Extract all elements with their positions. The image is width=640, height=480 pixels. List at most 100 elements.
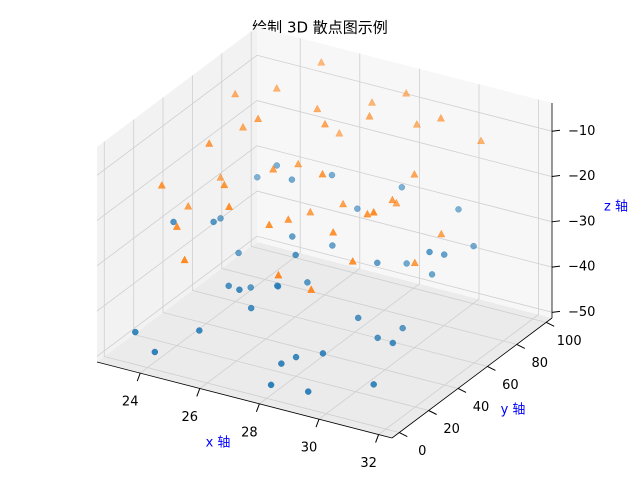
point: [236, 286, 243, 294]
y-tick: [457, 388, 467, 393]
point: [402, 88, 411, 97]
point: [329, 227, 338, 236]
grid-line: [191, 75, 488, 367]
point: [220, 180, 229, 189]
point: [329, 242, 336, 249]
z-tick: [551, 129, 561, 132]
y-tick: [487, 365, 496, 371]
y-tick: [428, 410, 437, 415]
point: [216, 173, 225, 181]
point: [365, 111, 374, 120]
x-tick-label: 24: [122, 395, 139, 410]
point: [370, 381, 377, 388]
x-axis-label: x 轴: [206, 436, 231, 451]
point: [273, 162, 281, 169]
point: [398, 183, 406, 191]
point: [335, 128, 344, 137]
point: [437, 229, 446, 238]
point: [284, 215, 293, 223]
y-tick-label: 20: [443, 422, 460, 437]
y-tick: [399, 432, 408, 437]
point: [265, 220, 274, 229]
z-tick: [551, 265, 561, 268]
z-tick-label: −30: [568, 214, 595, 229]
point: [289, 233, 296, 240]
y-tick-label: 40: [473, 400, 490, 415]
grid-line: [162, 97, 459, 389]
grid-line: [103, 141, 400, 433]
x-tick-label: 26: [182, 410, 199, 425]
point: [317, 57, 326, 66]
point: [132, 328, 139, 336]
grid-line: [259, 68, 420, 405]
point: [388, 195, 397, 204]
y-axis-label: y 轴: [501, 403, 526, 418]
floor-pane: [97, 242, 552, 438]
point: [304, 279, 311, 286]
point: [205, 139, 214, 147]
point: [440, 251, 448, 258]
point: [170, 218, 177, 226]
point: [455, 206, 462, 213]
x-tick: [315, 419, 320, 428]
point: [225, 202, 234, 210]
point: [470, 242, 477, 250]
point: [363, 209, 372, 218]
point: [247, 284, 254, 291]
grid-line: [96, 235, 553, 357]
point: [225, 282, 232, 290]
z-tick: [551, 175, 561, 178]
point: [210, 218, 217, 226]
point: [354, 205, 361, 212]
grid-line: [250, 31, 547, 323]
point: [269, 164, 278, 173]
point: [339, 199, 348, 208]
y-tick-label: 100: [557, 334, 582, 349]
y-axis-line: [391, 317, 553, 439]
point: [320, 119, 330, 128]
grid-line: [378, 99, 539, 435]
x-tick: [196, 388, 201, 397]
x-tick-label: 28: [241, 425, 258, 440]
point: [306, 207, 315, 216]
point: [294, 159, 303, 168]
point: [235, 249, 242, 257]
point: [196, 327, 203, 334]
point: [374, 334, 381, 342]
x-tick: [136, 372, 141, 382]
point: [274, 270, 283, 279]
point: [278, 360, 285, 367]
y-tick-label: 60: [502, 378, 519, 393]
point: [410, 258, 419, 267]
point: [374, 259, 381, 267]
point: [231, 89, 240, 98]
point: [304, 388, 312, 395]
left-pane: [97, 27, 257, 362]
point: [348, 256, 357, 265]
point: [426, 248, 433, 256]
point: [288, 176, 296, 183]
grid-line: [318, 84, 480, 420]
z-tick-label: −50: [568, 305, 595, 320]
point: [157, 180, 166, 189]
point: [319, 350, 327, 357]
x-tick-label: 32: [360, 456, 377, 471]
y-tick-label: 0: [418, 444, 426, 459]
y-tick: [545, 321, 555, 327]
point: [389, 339, 397, 347]
grid-line: [96, 54, 553, 176]
point: [392, 198, 401, 207]
y-tick-label: 80: [532, 356, 549, 371]
point: [151, 348, 159, 356]
point: [313, 104, 322, 113]
x-tick: [255, 403, 260, 413]
point: [180, 255, 189, 264]
x-tick: [375, 434, 380, 443]
point: [254, 173, 261, 181]
point: [272, 83, 281, 92]
point: [436, 113, 445, 122]
grid-line: [139, 38, 301, 374]
point: [238, 122, 248, 131]
z-axis-label: z 轴: [604, 200, 628, 215]
